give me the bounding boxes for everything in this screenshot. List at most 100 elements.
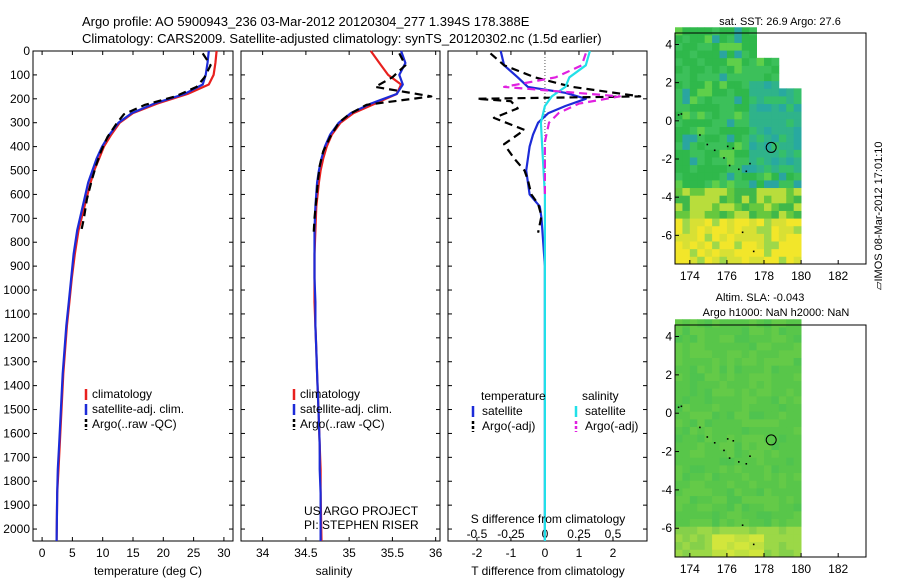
heatmap-cell bbox=[764, 118, 772, 127]
x-tick-label: 180 bbox=[791, 562, 811, 576]
heatmap-cell bbox=[697, 495, 706, 504]
heatmap-cell bbox=[786, 495, 795, 504]
heatmap-cell bbox=[734, 464, 743, 474]
heatmap-cell bbox=[719, 426, 728, 435]
pi-label: PI: STEPHEN RISER bbox=[304, 518, 419, 532]
heatmap-cell bbox=[726, 42, 735, 51]
heatmap-cell bbox=[778, 172, 787, 181]
heatmap-cell bbox=[778, 426, 787, 435]
heatmap-cell bbox=[675, 411, 683, 420]
heatmap-cell bbox=[726, 241, 735, 250]
heatmap-cell bbox=[741, 449, 750, 458]
heatmap-cell bbox=[697, 503, 706, 512]
heatmap-cell bbox=[741, 180, 750, 189]
heatmap-cell bbox=[793, 334, 802, 343]
heatmap-cell bbox=[771, 426, 780, 435]
heatmap-cell bbox=[734, 434, 743, 443]
heatmap-cell bbox=[786, 241, 795, 250]
heatmap-cell bbox=[719, 241, 728, 250]
heatmap-cell bbox=[771, 103, 780, 112]
heatmap-cell bbox=[726, 195, 735, 204]
heatmap-cell bbox=[734, 541, 743, 550]
heatmap-cell bbox=[682, 434, 691, 443]
heatmap-cell bbox=[793, 434, 802, 443]
heatmap-cell bbox=[786, 88, 795, 97]
heatmap-cell bbox=[704, 388, 713, 397]
heatmap-cell bbox=[778, 187, 787, 196]
heatmap-cell bbox=[682, 395, 691, 405]
heatmap-cell bbox=[749, 27, 757, 36]
heatmap-cell bbox=[712, 248, 720, 257]
heatmap-cell bbox=[719, 380, 728, 389]
heatmap-cell bbox=[749, 241, 757, 250]
heatmap-cell bbox=[793, 349, 802, 358]
heatmap-cell bbox=[719, 96, 728, 105]
heatmap-cell bbox=[712, 202, 720, 211]
heatmap-cell bbox=[689, 164, 698, 173]
heatmap-cell bbox=[764, 241, 772, 250]
heatmap-cell bbox=[749, 510, 757, 520]
heatmap-cell bbox=[786, 157, 795, 166]
heatmap-cell bbox=[771, 480, 780, 489]
heatmap-cell bbox=[764, 141, 772, 150]
heatmap-cell bbox=[697, 418, 706, 428]
heatmap-cell bbox=[689, 334, 698, 343]
heatmap-cell bbox=[756, 549, 765, 558]
heatmap-cell bbox=[764, 518, 772, 527]
heatmap-cell bbox=[689, 149, 698, 158]
heatmap-cell bbox=[741, 57, 750, 66]
heatmap-cell bbox=[704, 134, 713, 143]
heatmap-cell bbox=[682, 357, 691, 366]
island-mark bbox=[723, 449, 725, 452]
heatmap-cell bbox=[712, 503, 720, 512]
heatmap-cell bbox=[741, 118, 750, 127]
heatmap-cell bbox=[682, 180, 691, 189]
x-tick-label: 20 bbox=[157, 546, 171, 560]
heatmap-cell bbox=[786, 210, 795, 219]
heatmap-cell bbox=[719, 441, 728, 451]
heatmap-cell bbox=[704, 157, 713, 166]
heatmap-cell bbox=[719, 418, 728, 428]
island-mark bbox=[732, 440, 735, 442]
heatmap-cell bbox=[778, 164, 787, 173]
heatmap-cell bbox=[682, 411, 691, 420]
heatmap-cell bbox=[741, 441, 750, 451]
heatmap-cell bbox=[734, 256, 743, 265]
heatmap-cell bbox=[749, 395, 757, 405]
x-tick-label: 174 bbox=[680, 562, 700, 576]
heatmap-cell bbox=[689, 464, 698, 474]
heatmap-cell bbox=[682, 27, 691, 36]
heatmap-cell bbox=[689, 187, 698, 196]
heatmap-cell bbox=[764, 225, 772, 234]
heatmap-cell bbox=[734, 202, 743, 211]
heatmap-cell bbox=[749, 441, 757, 451]
heatmap-cell bbox=[726, 180, 735, 189]
heatmap-cell bbox=[675, 180, 683, 189]
heatmap-cell bbox=[682, 334, 691, 343]
heatmap-cell bbox=[719, 342, 728, 351]
heatmap-cell bbox=[786, 103, 795, 112]
y-tick-label: 800 bbox=[10, 235, 30, 249]
heatmap-cell bbox=[682, 96, 691, 105]
heatmap-cell bbox=[712, 27, 720, 36]
heatmap-cell bbox=[704, 334, 713, 343]
heatmap-cell bbox=[697, 233, 706, 242]
heatmap-cell bbox=[697, 187, 706, 196]
heatmap-cell bbox=[697, 103, 706, 112]
heatmap-cell bbox=[726, 388, 735, 397]
island-mark bbox=[752, 543, 755, 546]
heatmap-cell bbox=[675, 149, 683, 158]
heatmap-cell bbox=[726, 449, 735, 458]
heatmap-cell bbox=[689, 42, 698, 51]
heatmap-cell bbox=[793, 149, 802, 158]
heatmap-cell bbox=[771, 434, 780, 443]
heatmap-cell bbox=[793, 111, 802, 120]
heatmap-cell bbox=[786, 418, 795, 428]
timestamp-label: ▱IMOS 08-Mar-2012 17:01:10 bbox=[873, 141, 885, 291]
heatmap-cell bbox=[778, 533, 787, 543]
heatmap-cell bbox=[756, 349, 765, 358]
legend-title: temperature bbox=[481, 389, 546, 403]
heatmap-cell bbox=[734, 395, 743, 405]
heatmap-cell bbox=[689, 349, 698, 358]
heatmap-cell bbox=[793, 549, 802, 558]
